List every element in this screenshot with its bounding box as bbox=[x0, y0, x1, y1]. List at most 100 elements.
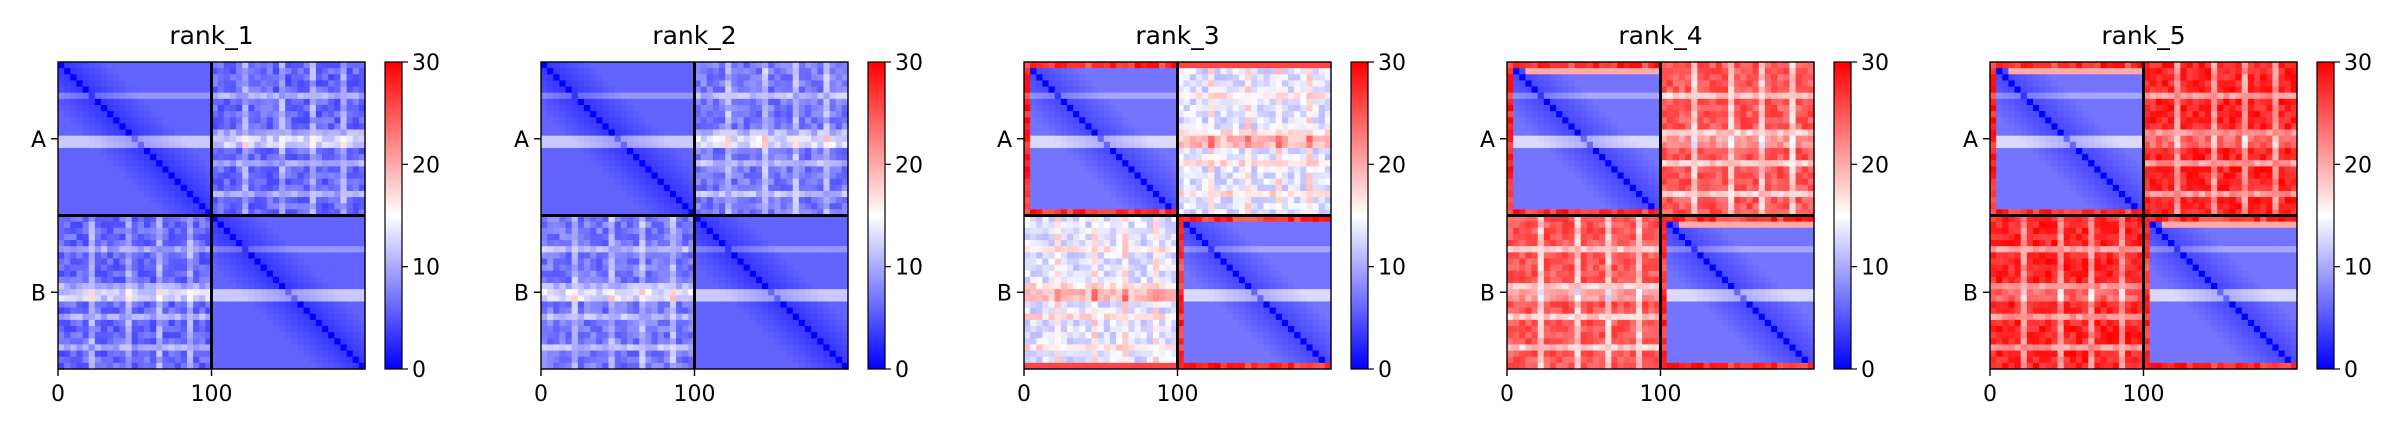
heatmap-cell bbox=[762, 68, 769, 75]
heatmap-cell bbox=[841, 215, 849, 223]
heatmap-cell bbox=[217, 160, 225, 167]
heatmap-cell bbox=[805, 227, 812, 235]
heatmap-cell bbox=[64, 86, 71, 94]
heatmap-cell bbox=[291, 326, 299, 333]
heatmap-cell bbox=[260, 172, 268, 180]
heatmap-cell bbox=[229, 209, 237, 217]
heatmap-cell bbox=[297, 276, 305, 284]
heatmap-cell bbox=[113, 283, 120, 290]
heatmap-cell bbox=[645, 295, 653, 303]
heatmap-cell bbox=[749, 98, 757, 106]
heatmap-cell bbox=[186, 141, 194, 149]
heatmap-cell bbox=[236, 111, 243, 118]
heatmap-cell bbox=[119, 141, 127, 149]
heatmap-cell bbox=[725, 356, 732, 364]
heatmap-cell bbox=[725, 276, 732, 284]
heatmap-cell bbox=[260, 190, 268, 198]
heatmap-cell bbox=[303, 350, 311, 358]
heatmap-cell bbox=[285, 221, 292, 229]
heatmap-cell bbox=[559, 117, 567, 124]
heatmap-cell bbox=[358, 190, 366, 198]
heatmap-cell bbox=[162, 209, 170, 217]
heatmap-cell bbox=[107, 332, 114, 339]
heatmap-cell bbox=[328, 313, 335, 321]
heatmap-cell bbox=[811, 129, 818, 137]
heatmap-cell bbox=[193, 117, 200, 124]
heatmap-cell bbox=[223, 295, 231, 303]
heatmap-cell bbox=[798, 350, 806, 358]
heatmap-cell bbox=[669, 233, 677, 241]
heatmap-cell bbox=[309, 123, 317, 131]
heatmap-cell bbox=[315, 215, 323, 223]
heatmap-cell bbox=[639, 319, 646, 327]
heatmap-cell bbox=[780, 184, 788, 192]
heatmap-cell bbox=[205, 190, 213, 198]
heatmap-cell bbox=[608, 215, 616, 223]
heatmap-cell bbox=[242, 240, 249, 247]
heatmap-cell bbox=[798, 135, 806, 143]
heatmap-cell bbox=[651, 172, 659, 180]
heatmap-cell bbox=[762, 240, 769, 247]
heatmap-cell bbox=[254, 98, 262, 106]
heatmap-cell bbox=[193, 129, 200, 137]
heatmap-cell bbox=[180, 227, 188, 235]
heatmap-cell bbox=[663, 62, 671, 69]
heatmap-cell bbox=[76, 160, 84, 167]
heatmap-cell bbox=[737, 319, 745, 327]
heatmap-cell bbox=[762, 295, 769, 303]
heatmap-cell bbox=[70, 129, 78, 137]
heatmap-cell bbox=[590, 68, 597, 75]
heatmap-cell bbox=[64, 197, 71, 204]
heatmap-cell bbox=[125, 252, 133, 260]
heatmap-cell bbox=[602, 184, 610, 192]
heatmap-cell bbox=[835, 190, 843, 198]
heatmap-cell bbox=[100, 295, 108, 303]
heatmap-cell bbox=[571, 86, 579, 94]
heatmap-cell bbox=[322, 68, 329, 75]
heatmap-cell bbox=[762, 74, 769, 82]
heatmap-cell bbox=[743, 289, 751, 296]
heatmap-cell bbox=[762, 289, 769, 296]
heatmap-cell bbox=[352, 160, 360, 167]
heatmap-cell bbox=[266, 74, 274, 82]
heatmap-cell bbox=[694, 319, 702, 327]
heatmap-cell bbox=[358, 258, 366, 266]
heatmap-cell bbox=[266, 160, 274, 167]
heatmap-cell bbox=[811, 147, 818, 155]
heatmap-cell bbox=[340, 80, 348, 88]
heatmap-cell bbox=[547, 184, 554, 192]
heatmap-cell bbox=[168, 129, 176, 137]
heatmap-cell bbox=[303, 197, 311, 204]
heatmap-cell bbox=[762, 147, 769, 155]
heatmap-cell bbox=[682, 227, 689, 235]
heatmap-cell bbox=[76, 92, 84, 100]
heatmap-cell bbox=[223, 332, 231, 339]
heatmap-cell bbox=[633, 319, 640, 327]
heatmap-cell bbox=[737, 326, 745, 333]
heatmap-cell bbox=[786, 289, 794, 296]
heatmap-cell bbox=[352, 252, 360, 260]
heatmap-cell bbox=[817, 92, 825, 100]
heatmap-cell bbox=[279, 283, 286, 290]
heatmap-cell bbox=[620, 276, 628, 284]
heatmap-cell bbox=[82, 301, 90, 309]
heatmap-cell bbox=[798, 215, 806, 223]
heatmap-cell bbox=[547, 233, 554, 241]
heatmap-cell bbox=[58, 98, 65, 106]
heatmap-cell bbox=[719, 356, 726, 364]
heatmap-cell bbox=[352, 104, 360, 112]
heatmap-cell bbox=[712, 166, 720, 174]
heatmap-cell bbox=[70, 141, 78, 149]
heatmap-cell bbox=[285, 295, 292, 303]
heatmap-cell bbox=[242, 92, 249, 100]
heatmap-cell bbox=[248, 190, 256, 198]
heatmap-cell bbox=[236, 301, 243, 309]
heatmap-cell bbox=[291, 178, 299, 186]
heatmap-cell bbox=[291, 74, 299, 82]
heatmap-cell bbox=[694, 258, 702, 266]
heatmap-cell bbox=[725, 197, 732, 204]
heatmap-cell bbox=[694, 276, 702, 284]
heatmap-cell bbox=[688, 295, 696, 303]
heatmap-cell bbox=[829, 184, 837, 192]
heatmap-cell bbox=[143, 98, 151, 106]
